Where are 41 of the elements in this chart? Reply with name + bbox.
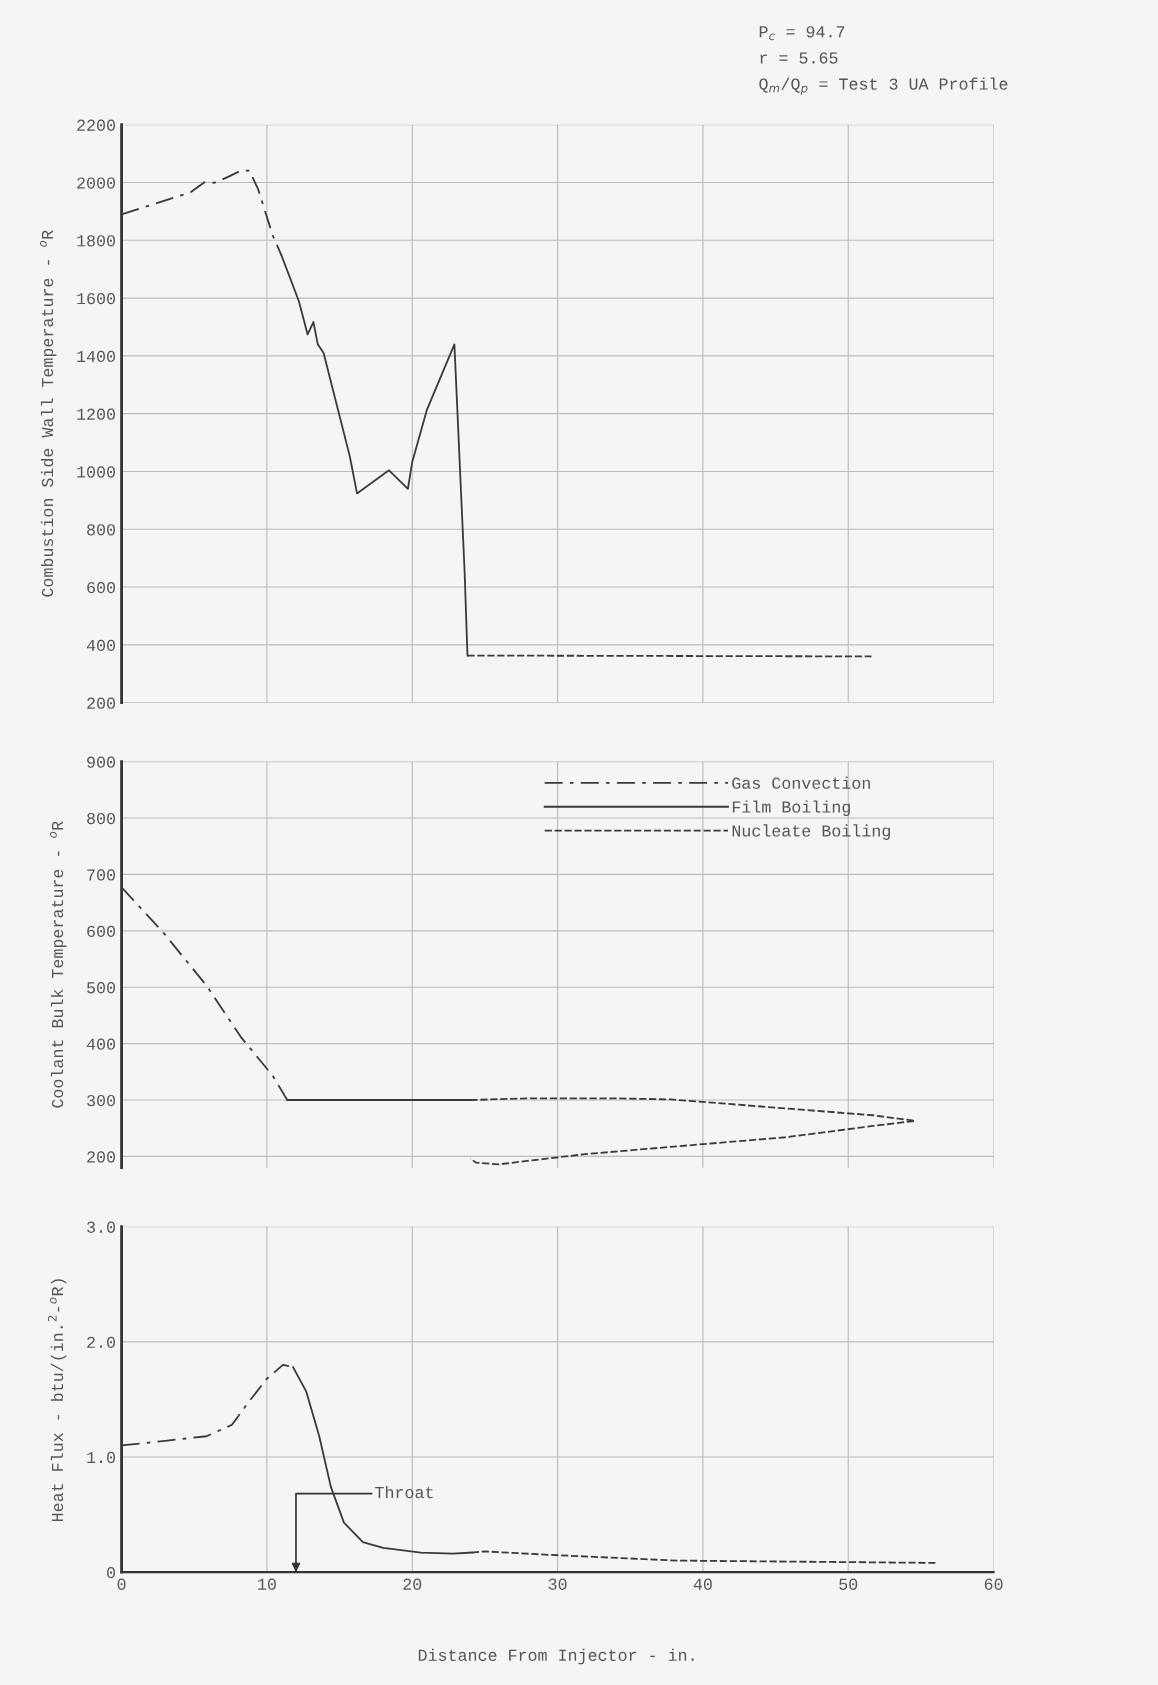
text: Gas Convection: [732, 776, 870, 789]
x-tick-label: 20: [403, 1578, 422, 1590]
text: P$_{c}$ = 94.7: [759, 26, 845, 41]
y-tick-label: 2.0: [87, 1336, 116, 1349]
y-tick-label: 200: [87, 697, 116, 709]
y-tick-label: 700: [87, 869, 116, 881]
x-tick-label: 30: [548, 1578, 567, 1590]
y-tick-label: 1000: [77, 466, 116, 478]
y-tick-label: 1800: [77, 235, 116, 247]
x-axis-title: Distance From Injector - in.: [418, 1648, 694, 1665]
y-tick-label: 0: [107, 1567, 116, 1579]
y-tick-label: 800: [87, 812, 116, 825]
y-tick-label: 1.0: [87, 1451, 116, 1464]
y-tick-label: 1400: [77, 350, 116, 363]
text: Film Boiling: [732, 800, 850, 817]
y-tick-label: 600: [87, 925, 116, 938]
x-tick-label: 60: [984, 1578, 1003, 1590]
x-tick-label: 0: [117, 1578, 126, 1590]
x-tick-label: 40: [693, 1578, 712, 1590]
y-tick-label: 500: [87, 982, 116, 994]
y-tick-label: 2200: [77, 119, 116, 131]
y-axis-title: Combustion Side Wall Temperature - $^{o}$R: [40, 230, 57, 597]
y-tick-label: 3.0: [87, 1221, 116, 1233]
y-tick-label: 400: [86, 639, 116, 652]
y-tick-label: 300: [87, 1094, 116, 1107]
y-tick-label: 1200: [77, 408, 116, 420]
y-tick-label: 600: [87, 581, 116, 594]
annotation: Throat: [375, 1485, 433, 1499]
text: Q$_{m}$/Q$_{p}$ = Test 3 UA Profile: [759, 77, 1008, 95]
y-tick-label: 800: [87, 524, 116, 536]
text: Nucleate Boiling: [732, 824, 890, 840]
y-tick-label: 1600: [77, 292, 116, 305]
y-tick-label: 2000: [77, 177, 116, 189]
y-axis-title: Heat Flux - btu/(in.$^{2}$-$^{o}$R): [47, 1279, 67, 1521]
y-tick-label: 200: [87, 1151, 116, 1163]
y-tick-label: 400: [86, 1038, 116, 1050]
y-tick-label: 900: [87, 756, 116, 768]
text: r = 5.65: [760, 52, 838, 64]
x-tick-label: 10: [258, 1578, 276, 1590]
y-axis-title: Coolant Bulk Temperature - $^{o}$R: [50, 821, 67, 1108]
x-tick-label: 50: [839, 1578, 858, 1590]
